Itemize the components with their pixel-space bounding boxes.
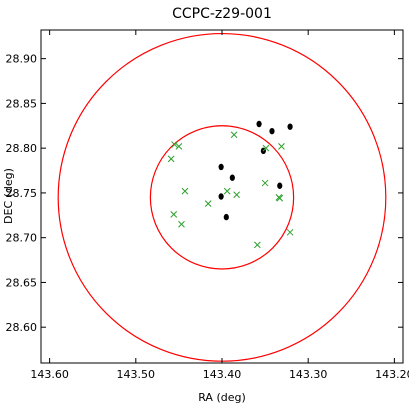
radius-circle-1: [149, 125, 295, 270]
dot-point-1: [256, 120, 262, 128]
cross-point-17: [286, 228, 294, 236]
x-tick-label: 143.20: [375, 368, 409, 381]
cross-point-8: [223, 187, 231, 195]
cross-point-2: [175, 143, 183, 150]
cross-point-5: [262, 144, 270, 152]
cross-point-12: [276, 194, 284, 202]
dot-point-5: [218, 163, 224, 171]
dot-point-7: [218, 193, 224, 200]
cross-point-6: [278, 143, 285, 150]
cross-point-16: [253, 241, 261, 249]
y-tick-label: 28.60: [6, 321, 38, 334]
cross-point-3: [167, 155, 175, 163]
x-tick-label: 143.40: [203, 368, 242, 381]
y-axis-label: DEC (deg): [2, 168, 15, 224]
chart-title: CCPC-z29-001: [172, 6, 272, 22]
y-tick-label: 28.70: [6, 232, 38, 245]
y-tick-label: 28.80: [6, 142, 38, 155]
cross-point-13: [204, 200, 212, 208]
cross-point-14: [170, 211, 178, 218]
dot-point-9: [277, 182, 283, 189]
x-axis-ticks: 143.60 143.50 143.40 143.30 143.20: [30, 30, 409, 381]
cross-point-15: [178, 220, 185, 228]
dot-point-2: [269, 127, 275, 135]
cross-point-7: [181, 187, 189, 195]
dot-point-3: [287, 123, 293, 130]
x-tick-label: 143.60: [30, 368, 69, 381]
cross-point-1: [171, 141, 178, 148]
dot-point-6: [229, 174, 235, 181]
y-tick-label: 28.65: [6, 276, 38, 289]
cross-point-10: [261, 179, 269, 187]
x-tick-label: 143.50: [117, 368, 156, 381]
y-axis-ticks: 28.60 28.65 28.70 28.75 28.80 28.85 28.90: [6, 53, 403, 334]
y-tick-label: 28.90: [6, 53, 38, 66]
y-tick-label: 28.75: [6, 187, 38, 200]
dot-point-8: [223, 213, 229, 221]
x-axis-label: RA (deg): [198, 391, 246, 404]
y-tick-label: 28.85: [6, 97, 38, 110]
data-points: [167, 120, 294, 249]
cross-point-4: [230, 131, 238, 139]
x-tick-label: 143.30: [289, 368, 328, 381]
cross-point-9: [233, 191, 241, 199]
